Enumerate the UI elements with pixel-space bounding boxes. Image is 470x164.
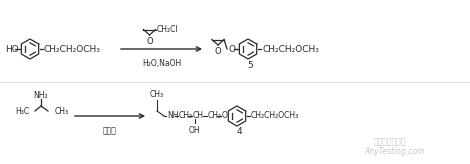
- Text: 5: 5: [247, 61, 253, 70]
- Text: NH: NH: [167, 112, 179, 121]
- Text: O: O: [228, 44, 235, 53]
- Text: CH₂Cl: CH₂Cl: [157, 24, 178, 33]
- Text: CH₂CH₂OCH₃: CH₂CH₂OCH₃: [44, 44, 101, 53]
- Text: O: O: [146, 37, 153, 45]
- Text: NH₂: NH₂: [34, 92, 48, 101]
- Text: O: O: [215, 47, 221, 55]
- Text: AnyTesting.com: AnyTesting.com: [365, 147, 425, 156]
- Text: H₂O,NaOH: H₂O,NaOH: [142, 59, 181, 68]
- Text: 异丙醇: 异丙醇: [103, 126, 117, 135]
- Text: OH: OH: [188, 126, 200, 135]
- Text: CH: CH: [193, 112, 204, 121]
- Text: CH₂: CH₂: [208, 112, 222, 121]
- Text: CH₃: CH₃: [55, 107, 69, 116]
- Text: CH₂CH₂OCH₃: CH₂CH₂OCH₃: [262, 44, 319, 53]
- Text: CH₃: CH₃: [150, 90, 164, 99]
- Text: H₃C: H₃C: [15, 107, 29, 116]
- Text: CH₂: CH₂: [179, 112, 193, 121]
- Text: 苏峦品质检测网: 苏峦品质检测网: [374, 137, 406, 146]
- Text: CH₂CH₂OCH₃: CH₂CH₂OCH₃: [251, 112, 299, 121]
- Text: O: O: [222, 112, 228, 121]
- Text: 4: 4: [236, 127, 242, 136]
- Text: HO: HO: [5, 44, 19, 53]
